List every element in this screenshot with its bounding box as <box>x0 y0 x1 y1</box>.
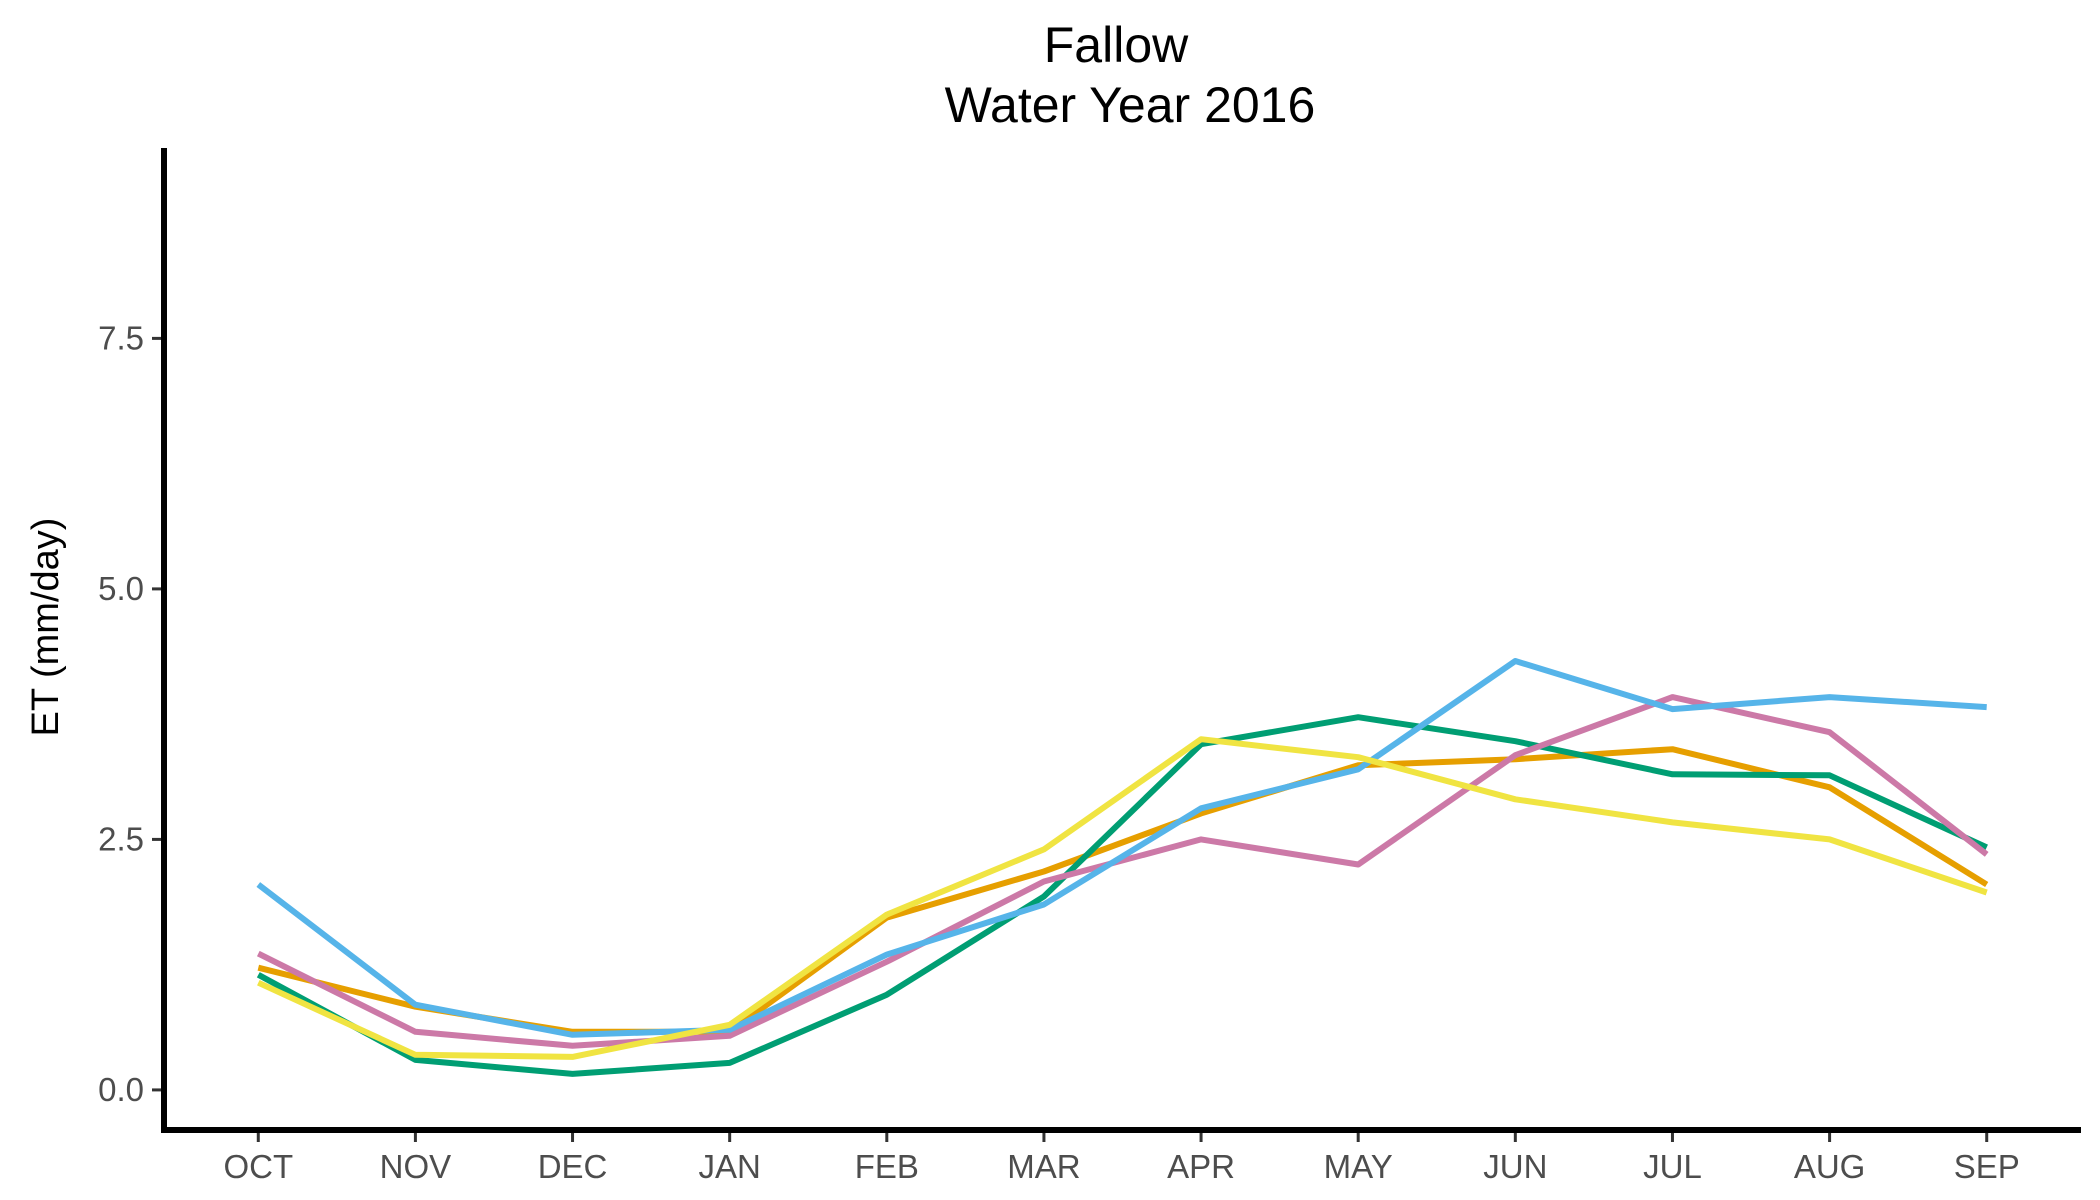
series-line-5 <box>257 736 1988 1060</box>
x-tick-label: JUN <box>1483 1148 1547 1185</box>
x-tick-label: MAR <box>1007 1148 1080 1185</box>
x-tick-label: JAN <box>699 1148 761 1185</box>
x-tick-label: SEP <box>1954 1148 2020 1185</box>
series-line-3 <box>256 694 1989 1049</box>
x-tick-label: FEB <box>855 1148 919 1185</box>
series-line-2 <box>256 714 1988 1077</box>
x-tick-label: JUL <box>1643 1148 1702 1185</box>
x-tick-label: OCT <box>223 1148 293 1185</box>
x-axis-ticks: OCT NOV DEC JAN FEB MAR APR MAY JUN JUL AUG SEP <box>223 1130 2020 1185</box>
x-tick-label: DEC <box>538 1148 608 1185</box>
y-tick-label: 7.5 <box>98 319 144 356</box>
chart-subtitle: Water Year 2016 <box>945 77 1316 133</box>
x-tick-label: AUG <box>1794 1148 1866 1185</box>
x-tick-label: APR <box>1167 1148 1235 1185</box>
y-tick-label: 5.0 <box>98 570 144 607</box>
y-tick-label: 2.5 <box>98 820 144 857</box>
x-tick-label: NOV <box>380 1148 452 1185</box>
chart-title: Fallow <box>1044 17 1189 73</box>
y-axis-title: ET (mm/day) <box>25 518 67 737</box>
series-lines <box>256 658 1989 1077</box>
y-tick-label: 0.0 <box>98 1071 144 1108</box>
series-line-4 <box>256 658 1987 1038</box>
y-axis-ticks: 0.0 2.5 5.0 7.5 <box>98 319 164 1108</box>
x-tick-label: MAY <box>1324 1148 1393 1185</box>
